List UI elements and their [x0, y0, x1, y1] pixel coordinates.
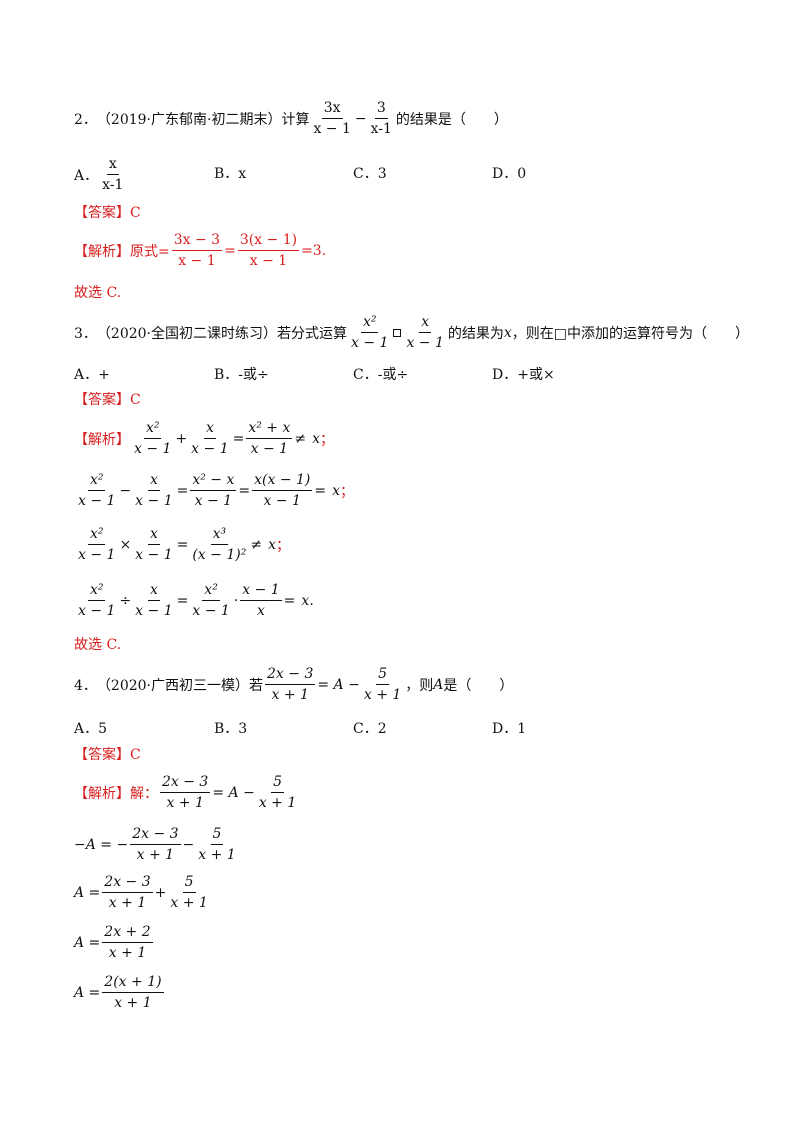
q2-minus: −: [354, 110, 367, 127]
q4-s2-frac-right: 5 x + 1: [198, 826, 236, 863]
q3-l4-frac-mid1: x² x − 1: [192, 582, 230, 619]
q4-option-a[interactable]: A．5: [74, 721, 108, 737]
q3-l4-frac-mid2: x − 1 x: [240, 582, 282, 619]
q4-option-d[interactable]: D．1: [492, 721, 527, 737]
q4-source: （2020·广西初三一模）若: [96, 677, 264, 694]
q2-option-a-fraction: x x-1: [102, 156, 124, 193]
q3-l3-frac-result: x³ (x − 1)²: [192, 526, 247, 563]
q4-analysis-step-1: 【解析】 解： 2x − 3 x + 1 = A − 5 x + 1: [74, 774, 297, 811]
q4-s4-frac: 2x + 2 x + 1: [102, 924, 153, 961]
q2-fraction-2: 3 x-1: [370, 100, 392, 137]
q4-s2-frac-left: 2x − 3 x + 1: [130, 826, 181, 863]
q4-stem: 4． （2020·广西初三一模）若 2x − 3 x + 1 = A − 5 x…: [74, 666, 514, 703]
q3-answer: 【答案】C: [74, 392, 141, 408]
q4-number: 4．: [74, 677, 97, 694]
q4-s1-frac-right: 5 x + 1: [258, 774, 297, 811]
q4-option-b[interactable]: B．3: [214, 721, 248, 737]
q2-analysis-label: 【解析】: [74, 243, 130, 260]
q3-l1-frac-a: x² x − 1: [134, 420, 172, 457]
q3-option-a[interactable]: A．+: [74, 367, 110, 383]
q3-l4-frac-a: x² x − 1: [78, 582, 116, 619]
q2-conclusion: 故选 C.: [74, 285, 122, 301]
q3-l2-frac-mid1: x² − x x − 1: [190, 472, 237, 509]
q3-l1-frac-b: x x − 1: [191, 420, 229, 457]
q2-analysis-fraction-1: 3x − 3 x − 1: [171, 232, 223, 269]
q3-number: 3．: [74, 325, 97, 342]
q4-s3-frac-right: 5 x + 1: [170, 874, 208, 911]
q3-stem: 3． （2020·全国初二课时练习）若分式运算 x² x − 1 x x − 1…: [74, 314, 750, 351]
q3-l1-frac-result: x² + x x − 1: [246, 420, 293, 457]
q4-analysis-step-3: A = 2x − 3 x + 1 + 5 x + 1: [74, 874, 208, 911]
q3-l3-frac-b: x x − 1: [135, 526, 173, 563]
q3-l2-frac-mid2: x(x − 1) x − 1: [252, 472, 313, 509]
q2-answer: 【答案】C: [74, 205, 141, 221]
q3-blank-square-icon: [393, 328, 402, 337]
q3-fraction-1: x² x − 1: [351, 314, 389, 351]
q2-option-b[interactable]: B．x: [214, 166, 247, 182]
q4-s1-frac-left: 2x − 3 x + 1: [160, 774, 211, 811]
q3-l2-frac-a: x² x − 1: [78, 472, 116, 509]
q2-stem: 2． （2019·广东郁南·初二期末）计算 3x x − 1 − 3 x-1 的…: [74, 100, 508, 137]
q2-option-c[interactable]: C．3: [353, 166, 387, 182]
q4-s5-frac: 2(x + 1) x + 1: [102, 974, 164, 1011]
q4-fraction-2: 5 x + 1: [363, 666, 402, 703]
q2-suffix: 的结果是（ ）: [395, 111, 508, 128]
q4-analysis-step-4: A = 2x + 2 x + 1: [74, 924, 153, 961]
q4-fraction-1: 2x − 3 x + 1: [265, 666, 316, 703]
q2-source: （2019·广东郁南·初二期末）计算: [96, 111, 310, 128]
q4-s3-frac-left: 2x − 3 x + 1: [102, 874, 153, 911]
q3-option-d[interactable]: D．+或×: [492, 367, 555, 383]
q4-analysis-label: 【解析】: [74, 785, 130, 802]
q3-fraction-2: x x − 1: [406, 314, 444, 351]
q3-analysis-line-3: x² x − 1 × x x − 1 = x³ (x − 1)² ≠ x ；: [78, 526, 290, 563]
q3-analysis-line-1: 【解析】 x² x − 1 + x x − 1 = x² + x x − 1 ≠…: [74, 420, 335, 457]
q2-analysis: 【解析】 原式= 3x − 3 x − 1 = 3(x − 1) x − 1 =…: [74, 232, 327, 269]
q3-conclusion: 故选 C.: [74, 637, 122, 653]
q3-option-c[interactable]: C．-或÷: [353, 367, 409, 383]
q2-option-a[interactable]: A． x x-1: [74, 156, 124, 193]
q3-analysis-line-4: x² x − 1 ÷ x x − 1 = x² x − 1 · x − 1 x …: [78, 582, 314, 619]
q3-analysis-line-2: x² x − 1 − x x − 1 = x² − x x − 1 = x(x …: [78, 472, 355, 509]
q3-option-b[interactable]: B．-或÷: [214, 367, 269, 383]
q4-answer: 【答案】C: [74, 747, 141, 763]
q3-l4-frac-b: x x − 1: [135, 582, 173, 619]
q2-option-d[interactable]: D．0: [492, 166, 527, 182]
q4-analysis-step-5: A = 2(x + 1) x + 1: [74, 974, 164, 1011]
q4-analysis-step-2: −A = − 2x − 3 x + 1 − 5 x + 1: [74, 826, 236, 863]
q3-analysis-label: 【解析】: [74, 431, 130, 448]
q4-option-c[interactable]: C．2: [353, 721, 387, 737]
q2-analysis-fraction-2: 3(x − 1) x − 1: [237, 232, 300, 269]
q3-l2-frac-b: x x − 1: [135, 472, 173, 509]
q2-number: 2．: [74, 111, 97, 128]
q3-source: （2020·全国初二课时练习）若分式运算: [96, 325, 348, 342]
q3-l3-frac-a: x² x − 1: [78, 526, 116, 563]
q2-fraction-1: 3x x − 1: [313, 100, 351, 137]
